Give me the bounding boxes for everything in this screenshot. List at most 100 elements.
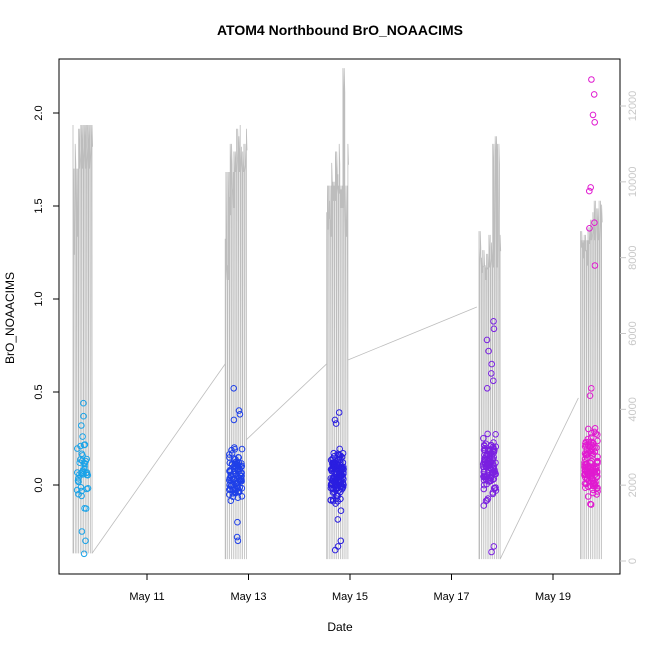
data-point xyxy=(81,460,88,468)
data-point xyxy=(490,543,498,550)
data-point xyxy=(582,484,589,492)
data-point xyxy=(591,219,598,226)
data-point xyxy=(339,483,347,491)
data-point xyxy=(588,385,595,392)
data-point xyxy=(584,493,592,500)
data-point xyxy=(337,537,345,545)
data-point xyxy=(490,377,497,385)
data-point xyxy=(587,448,594,455)
data-point xyxy=(480,481,488,489)
data-point xyxy=(338,464,346,471)
y2-tick-label: 2000 xyxy=(627,473,639,497)
y-tick-label: 1.0 xyxy=(33,291,45,306)
data-point xyxy=(484,476,492,483)
data-point xyxy=(80,399,87,407)
data-point xyxy=(488,442,495,449)
data-point xyxy=(490,325,498,333)
data-point xyxy=(586,392,594,400)
data-point xyxy=(236,411,244,418)
data-point xyxy=(480,463,487,471)
data-point xyxy=(585,425,592,433)
data-point xyxy=(230,416,238,424)
data-point xyxy=(587,501,595,508)
data-point xyxy=(590,91,598,98)
y-tick-label: 0.0 xyxy=(33,477,45,492)
data-point xyxy=(592,482,599,489)
data-point xyxy=(491,485,499,492)
data-point xyxy=(594,437,601,445)
data-point xyxy=(488,548,495,556)
data-point xyxy=(582,460,590,468)
data-point xyxy=(78,528,86,535)
y-tick-label: 1.5 xyxy=(33,198,45,213)
x-axis: May 11 May 13 May 15 May 17 May 19 xyxy=(129,574,571,603)
data-point xyxy=(230,455,238,463)
data-point xyxy=(81,441,89,448)
data-point xyxy=(230,385,237,392)
data-point xyxy=(75,478,82,486)
data-point xyxy=(78,422,85,429)
x-axis-label: Date xyxy=(327,620,353,634)
altitude-series xyxy=(72,68,603,560)
data-point xyxy=(328,466,335,473)
data-point xyxy=(79,433,86,440)
data-point xyxy=(78,450,86,458)
data-point xyxy=(329,455,337,462)
data-point xyxy=(490,454,498,461)
data-point xyxy=(234,537,242,545)
transit-line-3 xyxy=(347,306,478,361)
altitude-profile-flight-4 xyxy=(478,136,502,560)
data-point xyxy=(483,496,491,504)
data-point xyxy=(484,469,492,476)
data-point xyxy=(586,187,593,195)
data-point xyxy=(234,518,241,526)
data-point xyxy=(235,407,243,414)
data-point xyxy=(337,495,344,503)
x-tick-label: May 17 xyxy=(433,591,469,603)
data-point xyxy=(484,462,492,470)
data-point xyxy=(480,502,488,509)
chart-title: ATOM4 Northbound BrO_NOAACIMS xyxy=(217,22,463,38)
transit-line-2 xyxy=(246,363,328,440)
data-point xyxy=(331,416,339,424)
data-point xyxy=(492,431,499,438)
data-point xyxy=(490,447,497,455)
data-point xyxy=(587,434,595,441)
data-point xyxy=(589,111,597,119)
data-point xyxy=(337,507,345,515)
data-point xyxy=(234,466,241,474)
data-point xyxy=(330,462,337,470)
data-point xyxy=(80,412,87,420)
data-point xyxy=(337,470,344,478)
x-tick-label: May 13 xyxy=(230,591,266,603)
data-point xyxy=(593,474,601,481)
data-point xyxy=(77,442,84,450)
data-point xyxy=(588,470,596,477)
data-point xyxy=(336,451,343,459)
bro-series xyxy=(73,76,601,558)
data-point xyxy=(329,497,337,505)
data-point xyxy=(76,471,83,478)
data-point xyxy=(237,477,245,485)
data-point xyxy=(339,450,347,457)
data-point xyxy=(591,262,599,269)
y2-tick-label: 0 xyxy=(627,558,639,564)
data-point xyxy=(234,479,241,487)
data-point xyxy=(587,184,595,191)
y-tick-label: 0.5 xyxy=(33,384,45,399)
data-point xyxy=(593,458,601,465)
y-axis: 0.0 0.5 1.0 1.5 2.0 xyxy=(33,105,59,493)
data-point xyxy=(335,409,343,416)
data-point xyxy=(588,441,596,449)
data-point xyxy=(327,484,335,492)
data-point xyxy=(489,443,497,451)
data-point xyxy=(334,516,342,523)
altitude-profile-flight-3 xyxy=(326,68,349,560)
data-point xyxy=(77,484,85,491)
data-point xyxy=(483,385,491,392)
data-point xyxy=(83,485,91,493)
data-point xyxy=(584,462,592,470)
data-point xyxy=(331,488,338,496)
data-point xyxy=(488,360,496,368)
data-point xyxy=(229,476,237,483)
